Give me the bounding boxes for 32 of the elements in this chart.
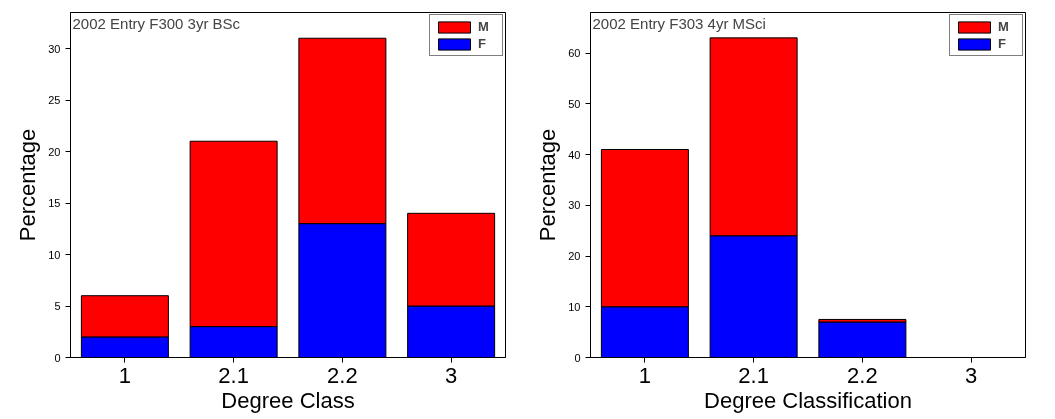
x-tick-label: 3 — [445, 362, 458, 388]
x-tick-label: 1 — [118, 362, 132, 388]
y-tick-label: 20 — [568, 250, 581, 263]
y-tick-label: 5 — [54, 300, 61, 313]
y-tick-label: 30 — [48, 42, 61, 55]
y-tick-label: 10 — [568, 300, 581, 313]
y-tick-label: 0 — [574, 351, 581, 364]
x-tick-label: 1 — [638, 362, 652, 388]
x-axis-title: Degree Class — [221, 387, 355, 413]
legend-label: F — [478, 36, 487, 51]
chart-title: 2002 Entry F303 4yr MSci — [592, 14, 766, 32]
y-axis-title: Percentage — [15, 128, 41, 242]
y-tick-label: 0 — [54, 351, 61, 364]
y-tick-label: 40 — [568, 148, 581, 161]
y-tick-label: 30 — [568, 199, 581, 212]
x-tick-label: 2.2 — [327, 362, 358, 388]
y-tick-label: 15 — [48, 197, 61, 210]
y-tick-label: 50 — [568, 97, 581, 110]
y-tick-label: 20 — [48, 145, 61, 158]
x-tick-label: 2.1 — [218, 362, 249, 388]
legend-label: M — [998, 19, 1010, 34]
x-tick-label: 3 — [965, 362, 978, 388]
legend-label: F — [998, 36, 1007, 51]
y-tick-label: 25 — [48, 94, 61, 107]
x-axis-title: Degree Classification — [704, 387, 912, 413]
x-tick-label: 2.1 — [738, 362, 769, 388]
y-axis-title: Percentage — [535, 128, 561, 242]
y-tick-label: 60 — [568, 47, 581, 60]
y-tick-label: 10 — [48, 248, 61, 261]
x-tick-label: 2.2 — [847, 362, 878, 388]
chart-title: 2002 Entry F300 3yr BSc — [72, 14, 241, 32]
legend-label: M — [478, 19, 490, 34]
